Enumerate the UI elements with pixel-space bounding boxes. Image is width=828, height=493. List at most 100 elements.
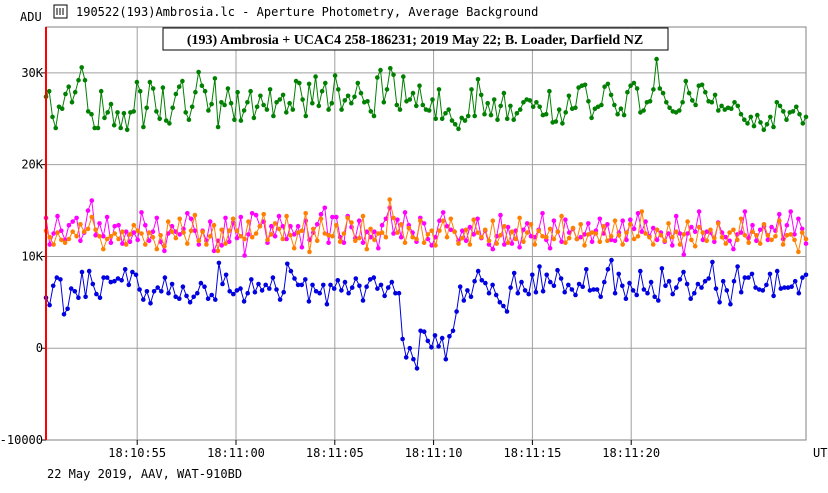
data-point	[608, 234, 614, 239]
data-point	[609, 257, 614, 263]
data-point	[738, 111, 744, 117]
data-point	[364, 246, 370, 252]
data-point	[116, 236, 121, 242]
data-point	[253, 212, 259, 218]
data-point	[281, 289, 287, 295]
data-point	[310, 100, 315, 106]
data-point	[790, 109, 796, 114]
data-point	[177, 296, 182, 302]
data-point	[446, 107, 452, 112]
data-point	[291, 232, 297, 237]
data-point	[241, 108, 247, 113]
data-point	[398, 234, 404, 240]
data-point	[788, 209, 793, 214]
data-point	[447, 334, 452, 339]
data-point	[738, 216, 744, 222]
data-point	[299, 228, 305, 233]
data-point	[799, 226, 805, 232]
data-point	[124, 127, 130, 133]
data-point	[522, 288, 528, 293]
data-point	[673, 213, 679, 219]
data-point	[654, 227, 660, 233]
data-point	[328, 282, 333, 288]
data-point	[167, 121, 172, 126]
data-point	[472, 278, 477, 284]
data-point	[169, 281, 175, 287]
data-point	[401, 74, 406, 79]
data-point	[82, 77, 88, 83]
data-point	[696, 224, 702, 230]
data-point	[515, 290, 521, 296]
data-point	[202, 284, 207, 290]
data-point	[421, 329, 427, 335]
data-point	[689, 237, 694, 243]
data-point	[120, 241, 125, 246]
data-point	[750, 229, 755, 234]
data-point	[527, 98, 533, 103]
data-point	[631, 226, 637, 232]
data-point	[238, 118, 244, 123]
data-point	[454, 309, 459, 314]
data-point	[104, 236, 110, 242]
data-point	[330, 234, 335, 239]
data-point	[410, 90, 416, 96]
data-point	[85, 226, 91, 232]
data-point	[689, 224, 694, 230]
data-point	[670, 234, 675, 240]
data-point	[563, 240, 568, 245]
data-point	[616, 271, 621, 277]
data-point	[505, 224, 511, 230]
data-point	[749, 271, 755, 277]
data-point	[231, 291, 236, 297]
data-point	[303, 277, 308, 282]
data-point	[288, 233, 293, 238]
data-point	[729, 106, 734, 111]
data-point	[616, 233, 622, 238]
data-point	[274, 100, 279, 105]
data-point	[799, 230, 805, 235]
data-point	[467, 224, 473, 230]
data-point	[782, 285, 787, 290]
data-point	[459, 115, 465, 121]
data-point	[796, 290, 802, 296]
data-point	[51, 242, 56, 247]
data-point	[252, 289, 258, 295]
data-point	[180, 78, 185, 84]
x-axis-label: UT	[813, 446, 827, 460]
data-point	[559, 239, 564, 245]
data-point	[602, 279, 607, 285]
data-point	[754, 238, 759, 244]
data-point	[185, 211, 190, 216]
data-point	[144, 105, 149, 111]
data-point	[666, 221, 671, 226]
data-point	[467, 242, 473, 247]
data-point	[504, 116, 510, 122]
data-point	[131, 230, 137, 235]
data-point	[555, 267, 560, 273]
data-point	[429, 228, 435, 233]
data-point	[220, 281, 225, 287]
data-point	[696, 209, 702, 214]
data-point	[101, 275, 106, 280]
data-point	[647, 234, 652, 240]
data-point	[112, 223, 117, 229]
data-point	[339, 107, 344, 112]
data-point	[563, 110, 568, 115]
data-point	[639, 209, 645, 214]
data-point	[461, 298, 467, 303]
data-point	[341, 231, 347, 236]
data-point	[478, 92, 484, 98]
data-point	[165, 219, 171, 224]
data-point	[702, 278, 708, 284]
data-point	[81, 229, 87, 234]
data-point	[189, 104, 195, 110]
data-point	[383, 234, 389, 240]
data-point	[393, 290, 398, 296]
data-point	[524, 221, 530, 226]
data-point	[249, 234, 255, 240]
data-point	[53, 125, 58, 131]
data-point	[195, 290, 200, 296]
data-point	[425, 338, 431, 344]
data-point	[457, 284, 463, 290]
